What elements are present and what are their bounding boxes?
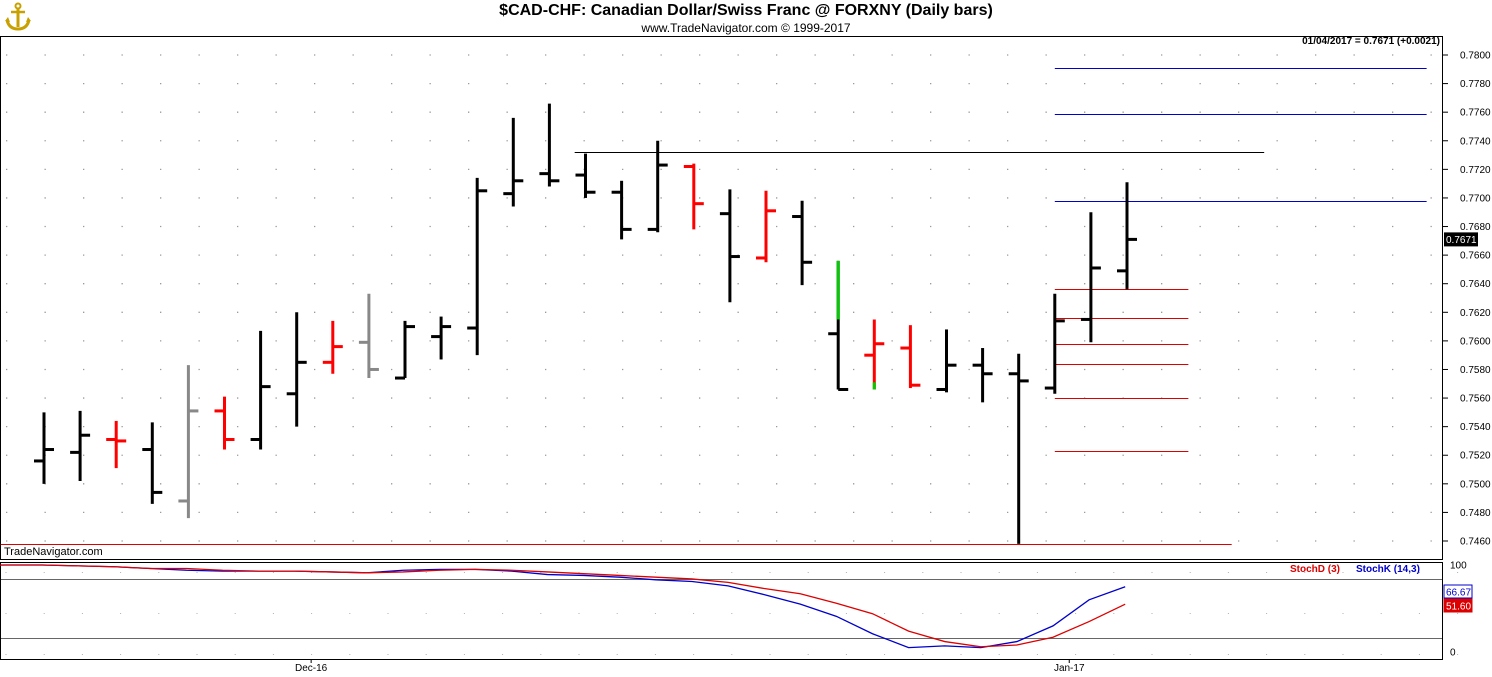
x-axis: Dec-16 Jan-17 (295, 659, 1085, 674)
last-price-marker: 0.7671 (1444, 232, 1478, 247)
watermark-text: TradeNavigator.com (4, 546, 103, 558)
ohlc-bar (178, 365, 199, 519)
price-tick-label: 0.7680 (1460, 222, 1491, 233)
ohlc-bar (611, 180, 632, 240)
chart-subtitle: www.TradeNavigator.com © 1999-2017 (641, 21, 851, 35)
ohlc-bar (503, 117, 524, 207)
stoch-last-box (1443, 584, 1473, 599)
stochastic-axis: 100 0 66.67 51.60 (1443, 561, 1473, 659)
price-tick-label: 0.7780 (1460, 79, 1491, 90)
stochastic-lines (0, 564, 1126, 649)
price-tick-label: 0.7540 (1460, 422, 1491, 433)
stoch-tick-label: 100 (1450, 561, 1467, 572)
price-levels (0, 68, 1427, 545)
x-tick-label: Dec-16 (295, 663, 328, 674)
ohlc-bar (575, 153, 596, 198)
stoch-line-d (0, 564, 1126, 648)
price-axis: 0.7460 0.7480 0.7500 0.7520 0.7540 0.7560 0.75… (1443, 51, 1491, 548)
price-tick-label: 0.7620 (1460, 308, 1491, 319)
ohlc-bar (286, 312, 307, 427)
price-tick-label: 0.7720 (1460, 165, 1491, 176)
ohlc-bar (792, 200, 813, 286)
ohlc-bar (1080, 212, 1101, 343)
ohlc-bar (322, 320, 343, 374)
stoch-last-box (1443, 598, 1473, 613)
last-price-label: 0.7671 (1446, 235, 1477, 246)
ohlc-bar (719, 189, 740, 303)
ohlc-bar (864, 319, 885, 390)
price-tick-label: 0.7560 (1460, 394, 1491, 405)
price-tick-label: 0.7740 (1460, 136, 1491, 147)
stochastic-reference-lines (1, 579, 1442, 639)
ohlc-bar (1117, 182, 1137, 290)
price-grid (6, 54, 1440, 542)
ohlc-bar (539, 103, 560, 187)
stoch-tick-label: 0 (1450, 648, 1456, 659)
ohlc-bar (1044, 293, 1065, 394)
price-tick-label: 0.7760 (1460, 108, 1491, 119)
price-tick-label: 0.7800 (1460, 51, 1491, 62)
stoch-last-label: 66.67 (1446, 588, 1471, 599)
ohlc-bar (756, 190, 776, 263)
chart-title: $CAD-CHF: Canadian Dollar/Swiss Franc @ … (499, 2, 993, 19)
ohlc-bar (142, 422, 163, 504)
ohlc-bar (900, 325, 921, 389)
ohlc-bar (647, 140, 668, 233)
ohlc-bar (936, 329, 957, 393)
ohlc-bar (828, 260, 849, 391)
anchor-logo-icon (4, 2, 32, 32)
ohlc-bar (431, 316, 452, 360)
price-tick-label: 0.7460 (1460, 537, 1491, 548)
stochastic-panel-frame (0, 562, 1443, 660)
ohlc-bar (214, 396, 235, 450)
stoch-d-legend: StochD (3) (1290, 564, 1340, 575)
price-tick-label: 0.7580 (1460, 365, 1491, 376)
last-price-box (1444, 232, 1478, 247)
price-bars (34, 103, 1137, 544)
ohlc-bar (683, 163, 704, 230)
stoch-k-legend: StochK (14,3) (1356, 564, 1420, 575)
price-panel-frame (0, 36, 1443, 560)
stoch-line-k (0, 564, 1126, 649)
stochastic-panel: 100 0 66.67 51.60 StochD (3) StochK (14,3) (0, 561, 1473, 660)
ohlc-bar (1008, 353, 1029, 544)
price-tick-label: 0.7660 (1460, 251, 1491, 262)
price-tick-label: 0.7600 (1460, 336, 1491, 347)
price-tick-label: 0.7640 (1460, 279, 1491, 290)
price-panel: 0.7460 0.7480 0.7500 0.7520 0.7540 0.7560 0.75… (0, 36, 1491, 560)
ohlc-bar (106, 420, 127, 469)
x-tick-label: Jan-17 (1054, 663, 1085, 674)
price-tick-label: 0.7500 (1460, 479, 1491, 490)
ohlc-bar (972, 348, 993, 403)
ohlc-bar (358, 293, 379, 379)
ohlc-bar (70, 410, 91, 481)
ohlc-bar (34, 412, 54, 484)
stoch-last-label: 51.60 (1446, 602, 1471, 613)
price-tick-label: 0.7700 (1460, 193, 1491, 204)
price-tick-label: 0.7520 (1460, 451, 1491, 462)
ohlc-bar (250, 330, 271, 450)
last-bar-info: 01/04/2017 = 0.7671 (+0.0021) (1302, 36, 1440, 47)
ohlc-bar (467, 177, 488, 356)
stochastic-grid (5, 572, 1459, 656)
ohlc-bar (395, 320, 415, 380)
price-tick-label: 0.7480 (1460, 508, 1491, 519)
